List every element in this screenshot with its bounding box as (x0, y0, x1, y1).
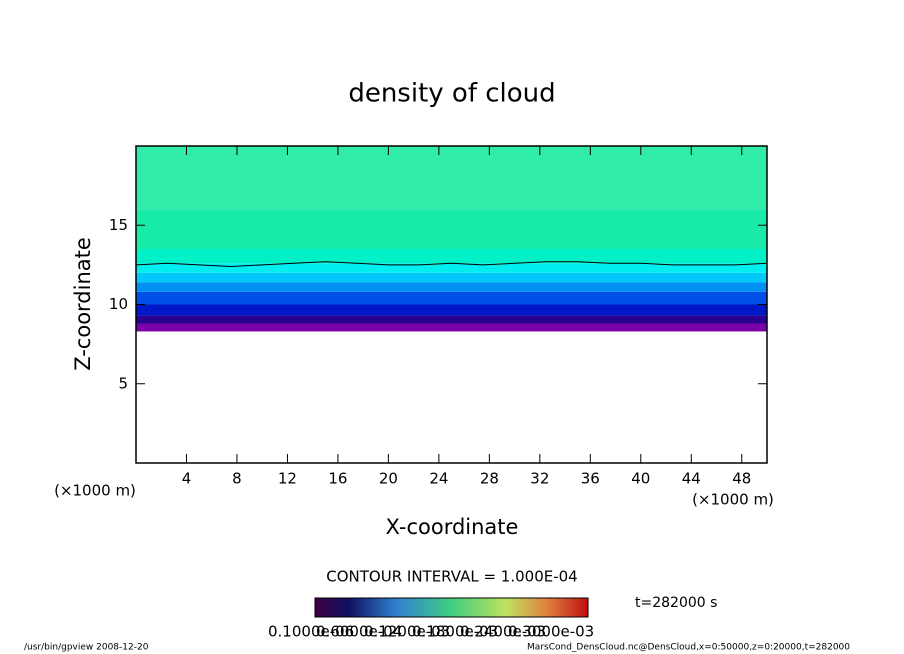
shade-band (136, 263, 767, 273)
colorbar (314, 597, 589, 618)
contour-line (135, 261, 768, 267)
chart-title: density of cloud (348, 79, 555, 109)
x-tick-label: 20 (379, 470, 398, 488)
x-tick-label: 28 (480, 470, 499, 488)
y-axis-label: Z-coordinate (71, 237, 95, 371)
colorbar-label: 0.3000e-03 (508, 623, 594, 641)
shade-band (136, 272, 767, 283)
colorbar-label: 0.6000e-04 (316, 623, 402, 641)
shade-band (136, 282, 767, 292)
shade-band (136, 291, 767, 305)
x-tick-label: 40 (631, 470, 650, 488)
colorbar-label: 0.2400e-03 (460, 623, 546, 641)
x-unit: (×1000 m) (692, 491, 774, 509)
contour-interval: CONTOUR INTERVAL = 1.000E-04 (326, 568, 577, 586)
x-tick-label: 24 (429, 470, 448, 488)
footer-right: MarsCond_DensCloud.nc@DensCloud,x=0:5000… (527, 643, 850, 653)
footer-left: /usr/bin/gpview 2008-12-20 (24, 643, 149, 653)
shade-band (136, 249, 767, 264)
x-tick-label: 8 (232, 470, 242, 488)
x-tick-label: 44 (682, 470, 701, 488)
x-tick-label: 36 (581, 470, 600, 488)
y-tick-label: 5 (118, 374, 128, 392)
colorbar-label: 0.1800e-03 (412, 623, 498, 641)
colorbar-label: 0.1200e-03 (364, 623, 450, 641)
x-tick-label: 4 (182, 470, 192, 488)
y-tick-label: 15 (109, 216, 128, 234)
shade-band (136, 304, 767, 316)
x-tick-label: 12 (278, 470, 297, 488)
shade-band (136, 146, 767, 210)
x-tick-label: 48 (732, 470, 751, 488)
x-axis-label: X-coordinate (386, 515, 519, 539)
x-tick-label: 16 (328, 470, 347, 488)
y-tick-label: 10 (109, 295, 128, 313)
shade-band (136, 323, 767, 332)
x-tick-label: 32 (530, 470, 549, 488)
y-unit: (×1000 m) (54, 482, 136, 500)
shade-band (136, 209, 767, 250)
time-label: t=282000 s (635, 595, 717, 611)
colorbar-label: 0.1000e-06 (268, 623, 354, 641)
shade-band (136, 315, 767, 324)
